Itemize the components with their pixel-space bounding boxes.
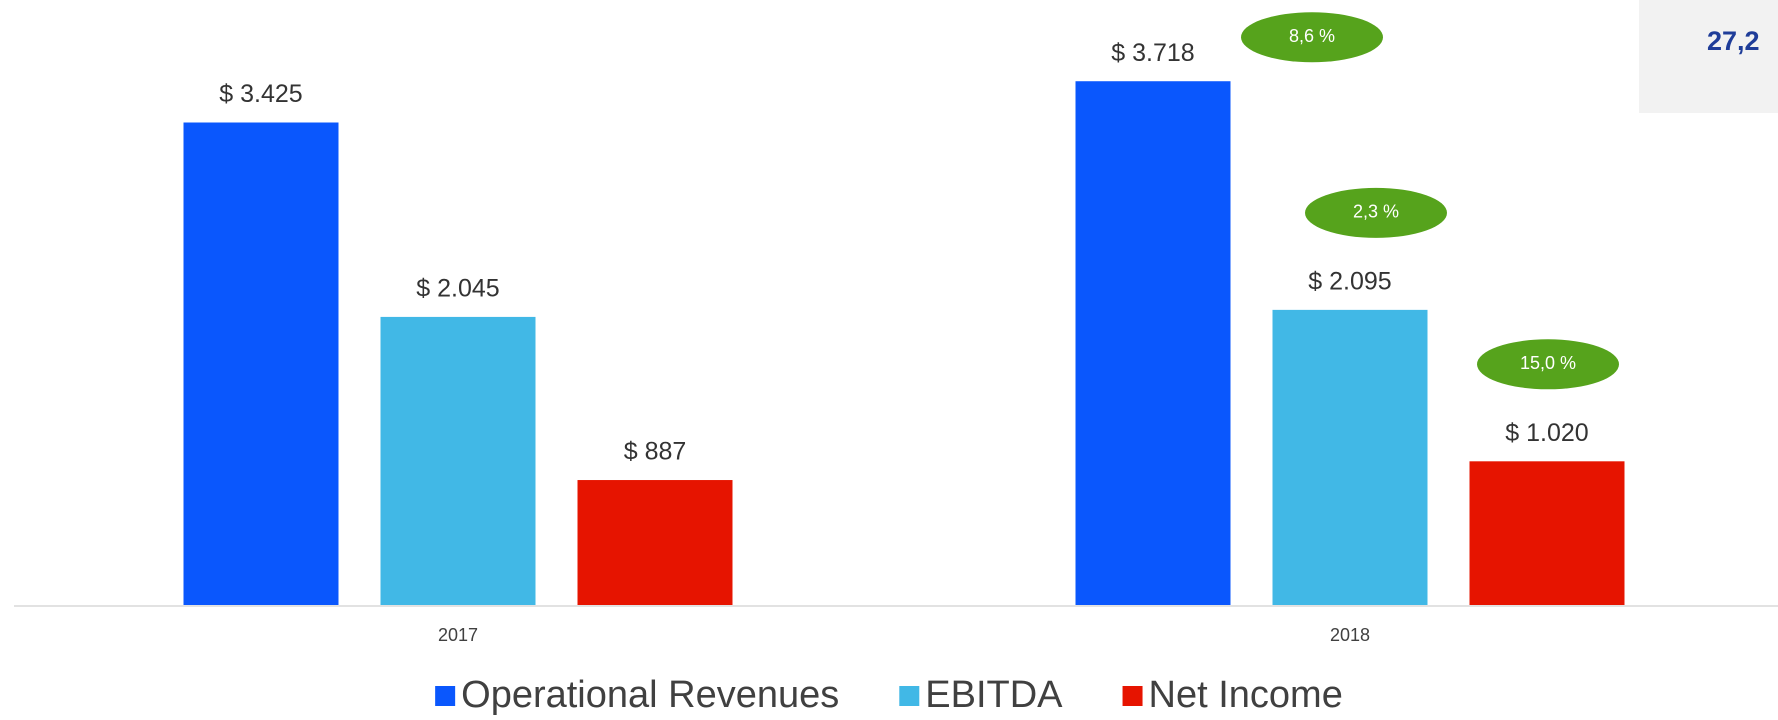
legend-label: EBITDA [925, 674, 1063, 716]
bar [183, 122, 339, 606]
side-note-box [1639, 0, 1778, 113]
legend-swatch [899, 686, 920, 706]
x-tick-label: 2017 [438, 625, 478, 645]
value-label: $ 3.718 [1111, 39, 1194, 67]
growth-badge [1305, 187, 1447, 238]
legend-label: Net Income [1149, 674, 1343, 716]
growth-label: 8,6 % [1289, 26, 1335, 46]
x-tick-label: 2018 [1330, 625, 1370, 645]
side-note: 27,2 [1707, 26, 1760, 56]
value-label: $ 1.020 [1505, 419, 1588, 447]
value-label: $ 3.425 [219, 80, 302, 108]
growth-badge [1477, 339, 1619, 390]
bar [577, 480, 733, 605]
bar [1075, 81, 1231, 606]
value-label: $ 887 [624, 438, 687, 466]
legend-label: Operational Revenues [461, 674, 839, 716]
legend-swatch [1122, 686, 1143, 706]
bar [380, 316, 536, 605]
value-label: $ 2.095 [1308, 267, 1391, 295]
growth-badge [1241, 12, 1383, 63]
value-label: $ 2.045 [416, 275, 499, 303]
bar [1469, 461, 1625, 605]
growth-label: 15,0 % [1520, 353, 1576, 373]
legend-swatch [435, 686, 456, 706]
bar [1272, 309, 1428, 605]
growth-label: 2,3 % [1353, 202, 1399, 222]
